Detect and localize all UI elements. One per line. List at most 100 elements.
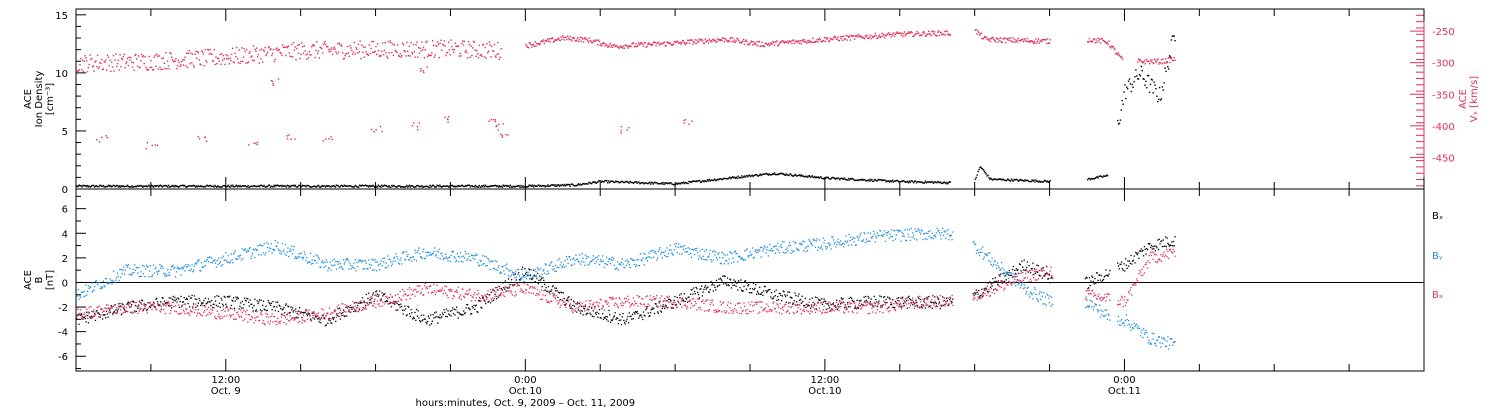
density-point [822,177,824,180]
speed-point [114,59,116,61]
b-component-point [693,249,695,251]
b-component-point [225,305,228,308]
density-point [652,183,654,185]
speed-point [144,56,146,58]
b-component-point [914,228,916,230]
speed-point [462,40,464,42]
b-component-point [945,297,948,299]
b-component-point [86,311,88,313]
density-point [885,181,887,183]
b-component-point [321,259,324,262]
speed-point [713,40,716,42]
b-component-point [646,305,649,308]
speed-point [742,40,744,43]
speed-point [706,40,708,42]
speed-point [458,55,461,57]
b-component-point [687,296,689,298]
speed-point [96,54,99,57]
density-point [98,185,100,188]
density-point [507,185,509,187]
b-component-point [386,255,389,257]
b-component-point [439,314,441,316]
b-component-point [170,268,172,271]
density-point [295,186,297,188]
b-component-point [247,249,249,251]
speed-point [206,61,208,63]
speed-point [351,49,353,52]
density-point [345,185,347,187]
b-component-point [135,310,137,313]
density-point [599,180,602,182]
speed-outlier-point [205,140,208,142]
speed-point [271,54,273,57]
speed-point [679,41,681,44]
b-component-point [521,268,523,271]
b-component-point [615,268,617,270]
b-component-point [553,268,555,270]
b-component-point [405,314,408,317]
density-point [676,183,679,185]
b-component-point [525,273,527,276]
density-point [873,178,876,181]
density-point [917,180,919,183]
density-point [275,185,278,187]
density-point [236,186,239,188]
b-component-point [383,257,386,259]
b-component-point [92,311,94,313]
b-component-point [440,253,442,255]
speed-point [141,56,144,58]
density-point [122,185,124,187]
b-component-point [836,241,839,243]
b-component-point [244,297,246,299]
density-point [773,172,776,174]
speed-point [996,38,998,40]
speed-point [477,53,479,55]
b-component-point [127,264,130,266]
b-component-point [1099,279,1102,281]
speed-point [918,34,921,37]
density-point [1117,123,1120,125]
b-component-point [408,313,411,315]
density-point [222,184,224,187]
b-component-point [228,261,230,264]
b-component-point [1141,250,1143,252]
speed-point [672,44,674,46]
density-point [189,185,191,187]
density-point [250,185,253,187]
b-component-point [377,265,379,267]
b-component-point [150,275,152,278]
speed-point [440,39,442,41]
b-component-point [357,304,359,307]
density-point [513,185,515,188]
speed-point [797,41,799,43]
b-component-point [537,268,539,271]
b-component-point [679,246,682,248]
density-point [446,185,448,187]
b-component-point [868,303,871,305]
speed-point [1120,56,1122,59]
b-component-point [792,302,795,304]
speed-point [842,35,845,38]
b-component-point [533,274,536,276]
b-component-point [352,266,354,269]
speed-point [976,33,978,35]
speed-point [716,41,718,43]
speed-point [562,35,564,37]
b-component-point [475,253,477,255]
b-component-point [343,263,346,265]
speed-point [126,57,129,60]
b-component-point [871,303,873,305]
speed-point [694,39,696,41]
b-component-point [435,254,437,256]
density-point [817,176,820,178]
b-component-point [710,259,712,261]
b-component-point [788,245,790,247]
speed-point [304,50,306,52]
density-point [991,179,994,181]
b-component-point [736,252,738,255]
b-component-point [931,232,934,235]
b-component-point [882,235,884,238]
b-component-point [416,315,419,317]
b-component-point [445,256,448,258]
b-component-point [907,296,909,298]
